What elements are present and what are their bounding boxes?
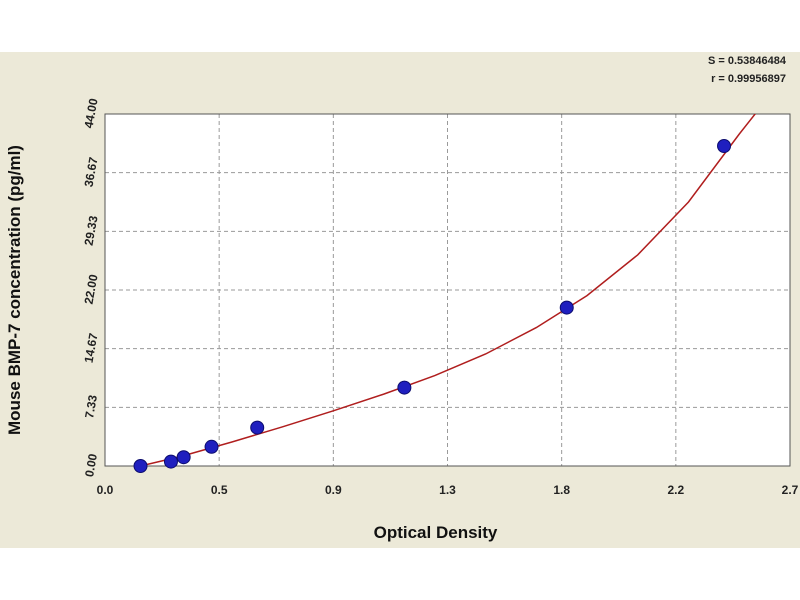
- x-tick-label: 1.8: [553, 483, 570, 497]
- y-tick-label: 7.33: [82, 394, 100, 420]
- x-tick-label: 2.7: [782, 483, 799, 497]
- x-axis-title: Optical Density: [374, 523, 498, 542]
- y-axis-title: Mouse BMP-7 concentration (pg/ml): [5, 145, 24, 435]
- data-point: [717, 139, 732, 153]
- y-tick-label: 22.00: [82, 273, 101, 305]
- data-point: [397, 380, 412, 395]
- plot-border: [104, 113, 791, 467]
- data-point: [176, 450, 191, 465]
- y-tick-label: 14.67: [82, 332, 101, 364]
- fit-statistic: r = 0.99956897: [711, 73, 786, 85]
- fit-statistic: S = 0.53846484: [708, 55, 787, 67]
- x-tick-label: 0.9: [325, 483, 342, 497]
- data-point: [163, 454, 178, 469]
- x-tick-label: 0.0: [97, 483, 114, 497]
- x-tick-label: 0.5: [211, 483, 228, 497]
- data-point: [133, 459, 148, 473]
- y-tick-label: 0.00: [82, 452, 100, 478]
- y-tick-label: 36.67: [82, 156, 101, 188]
- data-point: [559, 300, 574, 315]
- x-tick-label: 1.3: [439, 483, 456, 497]
- chart-svg: 0.0 0.5 0.9 1.3 1.8 2.2 2.7 0.00 7.33 14.67 22.00 2…: [5, 55, 799, 542]
- data-point: [204, 439, 219, 454]
- data-point: [250, 420, 265, 435]
- fit-curve: [140, 114, 757, 466]
- y-tick-label: 29.33: [82, 214, 101, 246]
- y-tick-label: 44.00: [82, 97, 101, 129]
- x-tick-label: 2.2: [667, 483, 684, 497]
- chart-frame: 0.0 0.5 0.9 1.3 1.8 2.2 2.7 0.00 7.33 14.67 22.00 2…: [0, 52, 800, 548]
